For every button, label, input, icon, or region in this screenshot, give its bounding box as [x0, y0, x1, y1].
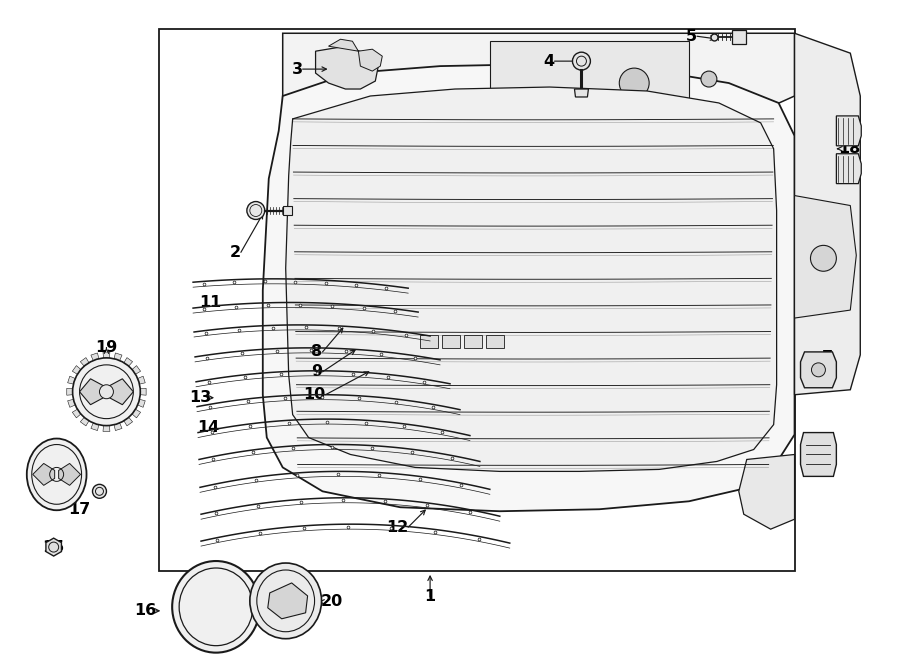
Polygon shape: [795, 33, 860, 395]
Polygon shape: [110, 379, 133, 404]
Polygon shape: [739, 455, 795, 529]
Polygon shape: [836, 116, 861, 146]
Text: 2: 2: [230, 245, 241, 260]
Polygon shape: [68, 376, 76, 384]
Text: 8: 8: [311, 344, 322, 359]
Circle shape: [812, 363, 825, 377]
Text: 13: 13: [189, 390, 211, 405]
Polygon shape: [114, 353, 122, 361]
Polygon shape: [79, 379, 104, 404]
Text: 11: 11: [199, 295, 221, 310]
Polygon shape: [80, 417, 89, 426]
Text: 5: 5: [686, 28, 697, 44]
Polygon shape: [732, 30, 746, 44]
Polygon shape: [486, 335, 504, 348]
Ellipse shape: [250, 563, 321, 639]
Polygon shape: [68, 399, 76, 407]
Polygon shape: [124, 417, 132, 426]
Circle shape: [100, 385, 113, 399]
Text: 14: 14: [197, 420, 219, 435]
Circle shape: [93, 485, 106, 498]
Polygon shape: [800, 352, 836, 388]
Polygon shape: [138, 376, 145, 384]
Polygon shape: [490, 41, 689, 119]
Text: 19: 19: [95, 340, 118, 355]
Polygon shape: [103, 352, 110, 358]
Polygon shape: [268, 583, 308, 619]
Polygon shape: [795, 195, 856, 318]
Polygon shape: [836, 154, 861, 183]
Polygon shape: [140, 389, 146, 395]
Text: 10: 10: [303, 387, 326, 402]
Polygon shape: [103, 426, 110, 432]
Circle shape: [701, 71, 717, 87]
Text: 4: 4: [544, 54, 554, 69]
Polygon shape: [72, 409, 81, 418]
Text: 9: 9: [311, 364, 322, 379]
Polygon shape: [574, 89, 589, 97]
Text: 18: 18: [839, 141, 860, 156]
Text: 15: 15: [42, 540, 65, 555]
Polygon shape: [138, 399, 145, 407]
Circle shape: [619, 68, 649, 98]
Text: 3: 3: [292, 62, 302, 77]
Circle shape: [811, 246, 836, 271]
Text: 7: 7: [822, 350, 832, 365]
Polygon shape: [80, 357, 89, 366]
Text: 6: 6: [822, 462, 832, 477]
Ellipse shape: [172, 561, 260, 653]
Polygon shape: [114, 423, 122, 430]
Polygon shape: [285, 87, 777, 471]
Polygon shape: [328, 39, 358, 51]
Polygon shape: [132, 365, 140, 374]
Polygon shape: [72, 365, 81, 374]
Polygon shape: [283, 33, 795, 153]
Text: 1: 1: [425, 589, 436, 604]
Polygon shape: [263, 64, 795, 511]
Text: 16: 16: [134, 603, 157, 618]
Circle shape: [572, 52, 590, 70]
Polygon shape: [58, 463, 81, 485]
Polygon shape: [442, 335, 460, 348]
Polygon shape: [132, 409, 140, 418]
Polygon shape: [124, 357, 132, 366]
Ellipse shape: [27, 438, 86, 510]
Text: 17: 17: [68, 502, 91, 517]
Polygon shape: [67, 389, 73, 395]
Polygon shape: [91, 423, 99, 430]
Polygon shape: [91, 353, 99, 361]
Polygon shape: [46, 538, 61, 556]
Polygon shape: [420, 335, 438, 348]
Text: 20: 20: [320, 594, 343, 609]
Polygon shape: [800, 432, 836, 477]
Polygon shape: [464, 335, 482, 348]
Circle shape: [247, 201, 265, 220]
Text: 12: 12: [386, 520, 409, 535]
Polygon shape: [358, 49, 382, 71]
Polygon shape: [316, 46, 378, 89]
Circle shape: [73, 358, 140, 426]
Bar: [159, 29, 795, 571]
Polygon shape: [32, 463, 55, 485]
Polygon shape: [283, 205, 292, 216]
